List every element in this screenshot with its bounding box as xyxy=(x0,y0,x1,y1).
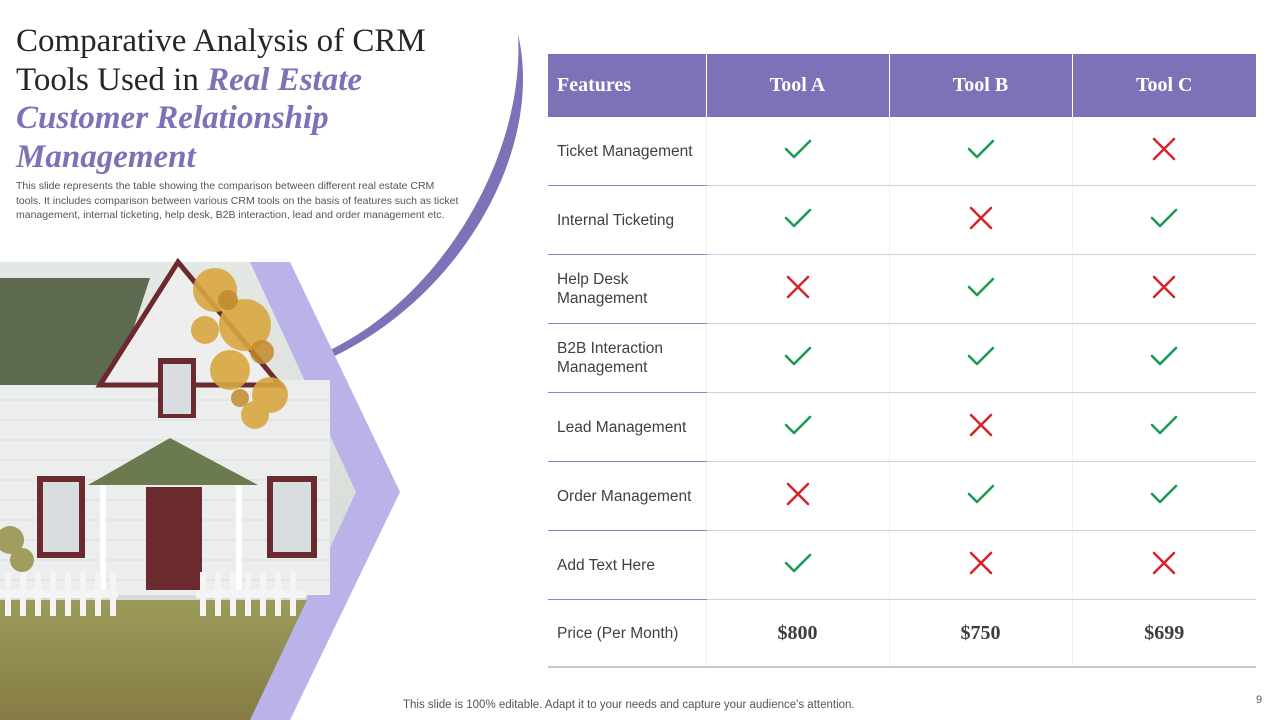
cell xyxy=(705,185,889,255)
cell xyxy=(888,254,1072,324)
price-row: Price (Per Month) $800 $750 $699 xyxy=(548,599,1256,668)
check-icon xyxy=(783,206,813,235)
check-icon xyxy=(966,275,996,304)
table-header-row: Features Tool A Tool B Tool C xyxy=(548,54,1256,117)
price-tool-b: $750 xyxy=(960,621,1001,644)
feature-label: Ticket Management xyxy=(548,117,706,186)
check-icon xyxy=(966,482,996,511)
cell xyxy=(705,530,889,600)
cell xyxy=(1071,185,1256,255)
slide-description: This slide represents the table showing … xyxy=(16,180,459,221)
column-header-tool-b: Tool B xyxy=(888,54,1072,117)
comparison-table: Features Tool A Tool B Tool C Ticket Man… xyxy=(548,54,1256,668)
cross-icon xyxy=(785,274,811,305)
cell xyxy=(705,117,889,186)
table-row: B2B Interaction Management xyxy=(548,323,1256,393)
check-icon xyxy=(1149,344,1179,373)
check-icon xyxy=(966,137,996,166)
cell xyxy=(1071,530,1256,600)
cross-icon xyxy=(1151,274,1177,305)
column-header-tool-a: Tool A xyxy=(705,54,889,117)
page-title: Comparative Analysis of CRM Tools Used i… xyxy=(16,23,426,175)
page-number: 9 xyxy=(1256,694,1263,706)
cell xyxy=(888,392,1072,462)
check-icon xyxy=(1149,206,1179,235)
cell: $699 xyxy=(1071,599,1256,668)
feature-label: Order Management xyxy=(548,461,706,531)
table-row: Help Desk Management xyxy=(548,254,1256,324)
cell xyxy=(1071,392,1256,462)
cross-icon xyxy=(1151,550,1177,581)
cross-icon xyxy=(1151,136,1177,167)
column-header-tool-c: Tool C xyxy=(1071,54,1256,117)
check-icon xyxy=(966,344,996,373)
check-icon xyxy=(783,137,813,166)
check-icon xyxy=(1149,482,1179,511)
check-icon xyxy=(783,551,813,580)
cell xyxy=(705,392,889,462)
cell xyxy=(1071,461,1256,531)
cross-icon xyxy=(785,481,811,512)
cell xyxy=(1071,117,1256,186)
page-title-accent: Real Estate Customer Relationship Manage… xyxy=(16,61,363,175)
price-tool-c: $699 xyxy=(1144,621,1185,644)
cell xyxy=(888,323,1072,393)
cell xyxy=(1071,323,1256,393)
table-row: Lead Management xyxy=(548,392,1256,462)
table-row: Ticket Management xyxy=(548,117,1256,186)
table-row: Internal Ticketing xyxy=(548,185,1256,255)
cross-icon xyxy=(968,205,994,236)
cell xyxy=(888,530,1072,600)
cell xyxy=(705,254,889,324)
feature-label: Lead Management xyxy=(548,392,706,462)
table-row: Order Management xyxy=(548,461,1256,531)
cell xyxy=(888,117,1072,186)
cell xyxy=(1071,254,1256,324)
house-photo xyxy=(0,257,356,720)
feature-label: B2B Interaction Management xyxy=(548,323,706,393)
price-tool-a: $800 xyxy=(777,621,818,644)
check-icon xyxy=(783,344,813,373)
table-row: Add Text Here xyxy=(548,530,1256,600)
column-header-features: Features xyxy=(548,54,706,117)
cross-icon xyxy=(968,550,994,581)
check-icon xyxy=(783,413,813,442)
cell xyxy=(705,461,889,531)
cross-icon xyxy=(968,412,994,443)
feature-label: Internal Ticketing xyxy=(548,185,706,255)
cell xyxy=(888,461,1072,531)
cell: $800 xyxy=(705,599,889,668)
price-label: Price (Per Month) xyxy=(548,599,706,668)
feature-label: Add Text Here xyxy=(548,530,706,600)
cell xyxy=(888,185,1072,255)
curved-swoosh xyxy=(326,34,523,360)
footer-note: This slide is 100% editable. Adapt it to… xyxy=(403,699,855,711)
cell: $750 xyxy=(888,599,1072,668)
cell xyxy=(705,323,889,393)
feature-label: Help Desk Management xyxy=(548,254,706,324)
check-icon xyxy=(1149,413,1179,442)
